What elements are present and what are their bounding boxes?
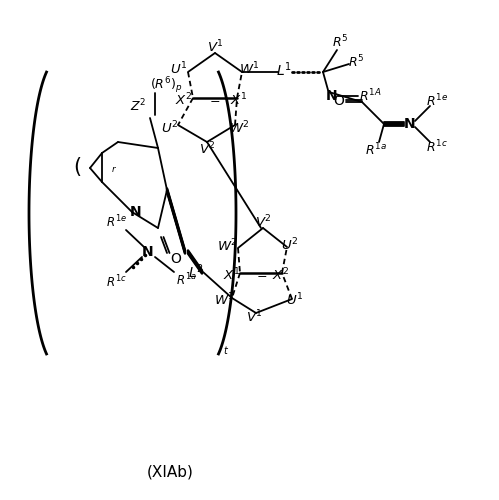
Text: $W^2$: $W^2$: [217, 238, 238, 254]
Text: $_t$: $_t$: [223, 343, 229, 357]
Text: $U^1$: $U^1$: [286, 292, 304, 308]
Text: $L^2$: $L^2$: [188, 262, 204, 281]
Text: $V^1$: $V^1$: [246, 308, 262, 326]
Text: N: N: [142, 245, 154, 259]
Text: $X^2$: $X^2$: [175, 92, 193, 108]
Text: (XIAb): (XIAb): [147, 464, 194, 479]
Text: $X^1$: $X^1$: [230, 92, 248, 108]
Text: $L^1$: $L^1$: [276, 60, 292, 80]
Text: $=$: $=$: [254, 268, 268, 280]
Text: $R^5$: $R^5$: [348, 54, 364, 70]
Text: $R^{1c}$: $R^{1c}$: [106, 274, 126, 290]
Text: $W^1$: $W^1$: [214, 292, 235, 308]
Text: (: (: [73, 157, 81, 177]
Text: $R^{1a}$: $R^{1a}$: [365, 142, 387, 158]
Text: $R^5$: $R^5$: [332, 34, 348, 50]
Text: $W^2$: $W^2$: [229, 120, 250, 136]
Text: $U^2$: $U^2$: [281, 236, 299, 254]
Text: N: N: [326, 89, 338, 103]
Text: $X^2$: $X^2$: [272, 266, 290, 283]
Text: $_r$: $_r$: [111, 162, 117, 175]
Text: $V^2$: $V^2$: [254, 214, 271, 230]
Text: $R^{1c}$: $R^{1c}$: [426, 138, 448, 156]
Text: $V^1$: $V^1$: [207, 38, 224, 56]
Text: N: N: [404, 117, 416, 131]
Text: $V^2$: $V^2$: [199, 140, 216, 158]
Text: $(R^6)_p$: $(R^6)_p$: [150, 76, 182, 96]
Text: N: N: [130, 205, 142, 219]
Text: $R^{1A}$: $R^{1A}$: [359, 88, 381, 104]
Text: $W^1$: $W^1$: [239, 60, 259, 78]
Text: O: O: [333, 94, 344, 108]
Text: $U^1$: $U^1$: [170, 60, 188, 78]
Text: $R^{1e}$: $R^{1e}$: [105, 214, 126, 230]
Text: $X^1$: $X^1$: [223, 266, 241, 283]
Text: $R^{1a}$: $R^{1a}$: [176, 272, 197, 288]
Text: $=$: $=$: [207, 92, 221, 106]
Text: $U^2$: $U^2$: [161, 120, 179, 136]
Text: O: O: [171, 252, 182, 266]
Text: $Z^2$: $Z^2$: [130, 98, 146, 114]
Text: $R^{1e}$: $R^{1e}$: [426, 92, 448, 110]
